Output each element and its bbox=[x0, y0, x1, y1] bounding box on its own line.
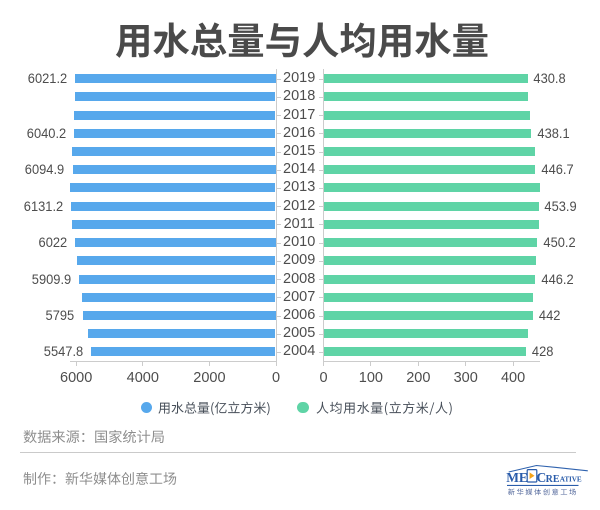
svg-text:ATIVE: ATIVE bbox=[560, 476, 582, 484]
svg-text:ME: ME bbox=[506, 470, 528, 485]
svg-text:RE: RE bbox=[546, 474, 560, 485]
svg-text:C: C bbox=[537, 470, 547, 485]
